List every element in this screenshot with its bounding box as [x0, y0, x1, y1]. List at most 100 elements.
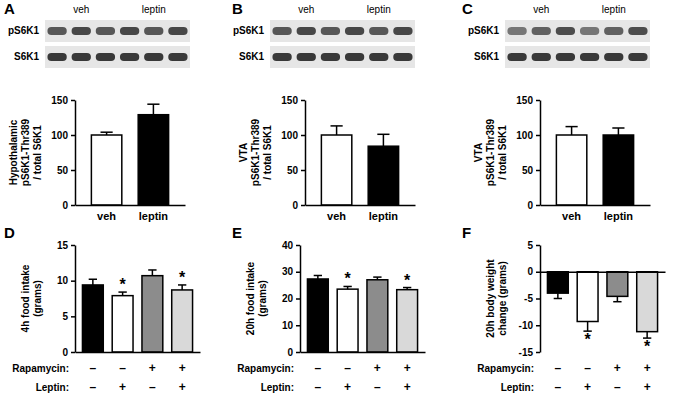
y-axis-line: [75, 101, 77, 206]
bar: [82, 285, 103, 352]
significance: *: [644, 338, 651, 355]
x-tick-label: veh: [327, 210, 346, 222]
significance: *: [120, 276, 127, 293]
error-bar: [314, 275, 322, 278]
blot-band: [628, 27, 647, 35]
bar: [547, 272, 568, 293]
plot-area: [91, 104, 168, 205]
y-tick-label: 10: [282, 320, 294, 331]
plot-area: [307, 275, 417, 352]
y-tick-label: -5: [524, 293, 533, 304]
y-tick-label: 30: [282, 266, 294, 277]
x-axis-line: [541, 272, 666, 274]
panel-letter: D: [4, 224, 15, 241]
condition-value: –: [344, 361, 351, 375]
error-bar: [583, 322, 591, 332]
error-cap: [613, 301, 621, 303]
y-tick: 30: [282, 266, 300, 277]
blot-band: [272, 53, 291, 61]
y-tick: 100: [51, 130, 75, 141]
y-tick-label: 0: [62, 200, 68, 211]
panel: E01020304020h food intake(grams)**Rapamy…: [232, 224, 426, 394]
y-tick-label: 40: [282, 240, 294, 251]
y-tick-mark: [536, 135, 540, 137]
panel: AvehleptinpS6K1S6K1050100150vehleptinHyp…: [4, 0, 190, 222]
blot-row-label: pS6K1: [8, 25, 40, 36]
blot-strip: [505, 20, 650, 42]
blot-band: [47, 53, 66, 61]
blot-band: [345, 53, 364, 61]
y-tick-mark: [71, 205, 75, 207]
x-axis-line: [306, 205, 416, 207]
blot-band: [168, 27, 187, 35]
bar: [637, 272, 658, 332]
x-axis: vehleptin: [541, 205, 651, 222]
x-axis: [76, 352, 201, 354]
error-bar: [147, 104, 159, 115]
significance: *: [404, 272, 411, 289]
y-tick-label: 15: [57, 240, 69, 251]
error-stem: [383, 134, 385, 146]
y-tick-mark: [71, 316, 75, 318]
blot-band: [604, 53, 623, 61]
y-tick: 150: [516, 95, 540, 106]
blot-band: [532, 53, 551, 61]
condition-value: –: [149, 380, 156, 394]
condition-label: Rapamycin:: [12, 363, 69, 374]
blot-band: [72, 53, 91, 61]
y-tick-label: 0: [287, 347, 293, 358]
condition-value: –: [315, 361, 322, 375]
blot-band: [345, 27, 364, 35]
y-tick-mark: [71, 352, 75, 354]
x-tick-label: veh: [97, 210, 116, 222]
x-tick-label: veh: [562, 210, 581, 222]
condition-value: –: [90, 361, 97, 375]
y-axis: 050100150: [51, 95, 75, 211]
y-tick-mark: [71, 245, 75, 247]
y-tick-label: 100: [51, 130, 68, 141]
error-bar: [101, 132, 113, 135]
panel: BvehleptinpS6K1S6K1050100150vehleptinVTA…: [232, 0, 416, 222]
y-tick: 0: [62, 200, 75, 211]
condition-value: +: [149, 361, 156, 375]
blot-band: [369, 27, 388, 35]
y-tick-label: 0: [292, 200, 298, 211]
condition-value: –: [315, 380, 322, 394]
blot-band: [72, 27, 91, 35]
y-axis-line: [540, 101, 542, 206]
y-tick-mark: [536, 272, 540, 274]
condition-label: Rapamycin:: [477, 363, 534, 374]
blot-band: [580, 27, 599, 35]
x-tick: veh: [562, 205, 581, 222]
condition-value: +: [404, 380, 411, 394]
y-tick-mark: [536, 245, 540, 247]
y-tick: 5: [527, 240, 540, 251]
error-cap: [566, 126, 578, 128]
y-axis-title: VTA: [238, 143, 249, 162]
bar: [397, 290, 418, 352]
y-axis-title: change (grams): [497, 261, 508, 335]
y-tick: 0: [62, 347, 75, 358]
error-bar: [554, 293, 562, 298]
blot-band: [580, 53, 599, 61]
error-cap: [101, 131, 113, 133]
blot-row-label: S6K1: [239, 51, 264, 62]
blot-band: [507, 53, 526, 61]
y-axis-title: / total S6K1: [262, 125, 273, 180]
condition-value: –: [555, 380, 562, 394]
y-tick-label: 150: [281, 95, 298, 106]
x-tick: leptin: [139, 205, 169, 222]
y-axis-title: Hypothalamic: [8, 119, 19, 185]
y-tick-mark: [296, 272, 300, 274]
figure: AvehleptinpS6K1S6K1050100150vehleptinHyp…: [0, 0, 688, 411]
error-cap: [373, 276, 381, 278]
condition-value: +: [644, 361, 651, 375]
error-cap: [314, 275, 322, 277]
y-tick: 50: [287, 165, 305, 176]
x-tick-label: leptin: [139, 210, 169, 222]
blot-band: [507, 27, 526, 35]
blot-lane-label: leptin: [602, 4, 626, 15]
condition-value: +: [179, 361, 186, 375]
y-axis-title: pS6K1-Thr389: [20, 118, 31, 186]
condition-label: Leptin:: [36, 382, 69, 393]
